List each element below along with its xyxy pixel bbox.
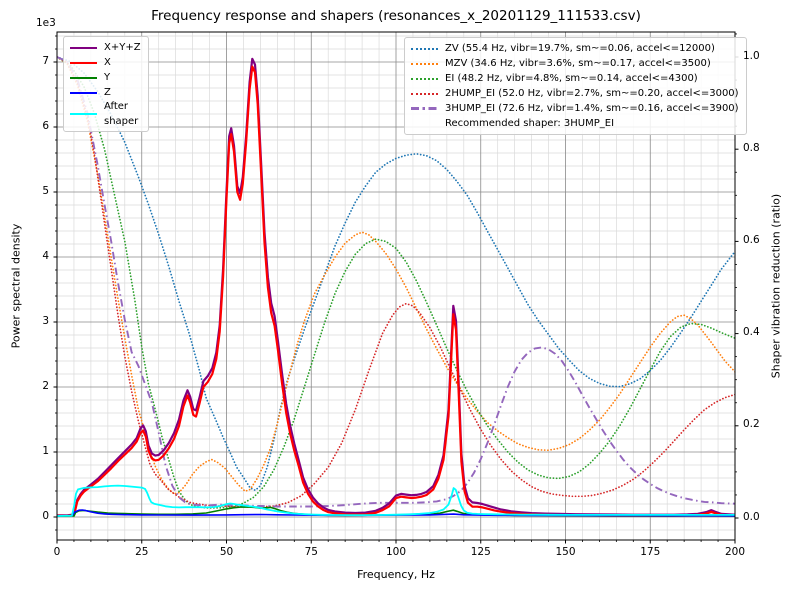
series-3hump-ei [57, 56, 735, 508]
x-tick-label: 100 [385, 546, 407, 558]
legend-label: 3HUMP_EI (72.6 Hz, vibr=1.4%, sm~=0.16, … [445, 103, 739, 114]
y-left-tick-label: 1 [42, 444, 49, 457]
legend-label: X+Y+Z [104, 42, 141, 53]
x-axis-label: Frequency, Hz [357, 568, 435, 581]
legend-item: ZV (55.4 Hz, vibr=19.7%, sm~=0.06, accel… [411, 41, 739, 56]
y-left-tick-label: 6 [42, 119, 49, 132]
y-left-offset-text: 1e3 [36, 17, 56, 29]
legend-label: Y [104, 72, 111, 83]
line-swatch-ei [411, 77, 438, 80]
legend-label: EI (48.2 Hz, vibr=4.8%, sm~=0.14, accel<… [445, 73, 698, 84]
legend-item: MZV (34.6 Hz, vibr=3.6%, sm~=0.17, accel… [411, 56, 739, 71]
y-right-axis-label: Shaper vibration reduction (ratio) [769, 193, 783, 379]
line-swatch-z [70, 91, 97, 94]
legend-item: After shaper [70, 100, 141, 128]
legend-item: Y [70, 70, 141, 85]
y-right-tick-label: 0.6 [743, 233, 760, 246]
legend-label: ZV (55.4 Hz, vibr=19.7%, sm~=0.06, accel… [445, 43, 715, 54]
y-left-tick-label: 0 [42, 509, 49, 522]
x-tick-label: 200 [724, 546, 746, 558]
y-right-tick-label: 0.2 [743, 418, 760, 431]
legend-item: EI (48.2 Hz, vibr=4.8%, sm~=0.14, accel<… [411, 71, 739, 86]
line-swatch-zv [411, 47, 438, 50]
legend-label: Z [104, 87, 111, 98]
y-left-tick-label: 2 [42, 379, 49, 392]
x-tick-label: 150 [555, 546, 576, 558]
line-swatch-3hump-ei [411, 107, 438, 110]
series-x-y-z [57, 57, 735, 517]
chart-title: Frequency response and shapers (resonanc… [151, 8, 641, 24]
y-right-tick-label: 0.0 [743, 510, 760, 523]
legend-psd: X+Y+Z X Y Z After shaper [63, 36, 149, 132]
y-left-tick-label: 4 [42, 249, 49, 262]
recommended-shaper-note: Recommended shaper: 3HUMP_EI [445, 118, 615, 129]
legend-item: Recommended shaper: 3HUMP_EI [411, 116, 739, 131]
legend-label: After shaper [104, 101, 139, 127]
x-tick-label: 125 [470, 546, 491, 558]
series-mzv [57, 56, 735, 495]
series-x [57, 65, 735, 517]
x-tick-label: 175 [640, 546, 661, 558]
y-left-tick-label: 3 [42, 314, 49, 327]
legend-item: X [70, 55, 141, 70]
legend-label: 2HUMP_EI (52.0 Hz, vibr=2.7%, sm~=0.20, … [445, 88, 739, 99]
y-right-tick-label: 1.0 [743, 49, 760, 62]
y-right-tick-label: 0.8 [743, 141, 760, 154]
x-tick-label: 0 [53, 546, 61, 558]
line-swatch-y [70, 76, 97, 79]
legend-label: X [104, 57, 111, 68]
legend-shapers: ZV (55.4 Hz, vibr=19.7%, sm~=0.06, accel… [404, 37, 747, 135]
legend-label: MZV (34.6 Hz, vibr=3.6%, sm~=0.17, accel… [445, 58, 711, 69]
line-swatch-xyz [70, 46, 97, 49]
y-left-tick-label: 7 [42, 54, 49, 67]
y-left-axis-label: Power spectral density [9, 223, 23, 349]
line-swatch-2hump-ei [411, 92, 438, 95]
legend-item: Z [70, 85, 141, 100]
line-swatch-mzv [411, 62, 438, 65]
series-zv [57, 56, 735, 492]
y-right-tick-label: 0.4 [743, 326, 760, 339]
legend-item: 3HUMP_EI (72.6 Hz, vibr=1.4%, sm~=0.16, … [411, 101, 739, 116]
y-left-tick-label: 5 [42, 184, 49, 197]
line-swatch-after-shaper [70, 113, 97, 115]
x-tick-label: 25 [135, 546, 149, 558]
line-swatch-x [70, 61, 97, 64]
x-tick-label: 50 [219, 546, 234, 558]
legend-item: X+Y+Z [70, 40, 141, 55]
legend-item: 2HUMP_EI (52.0 Hz, vibr=2.7%, sm~=0.20, … [411, 86, 739, 101]
series-2hump-ei [57, 56, 735, 508]
x-tick-label: 75 [304, 546, 318, 558]
series-after-shaper [57, 484, 735, 517]
